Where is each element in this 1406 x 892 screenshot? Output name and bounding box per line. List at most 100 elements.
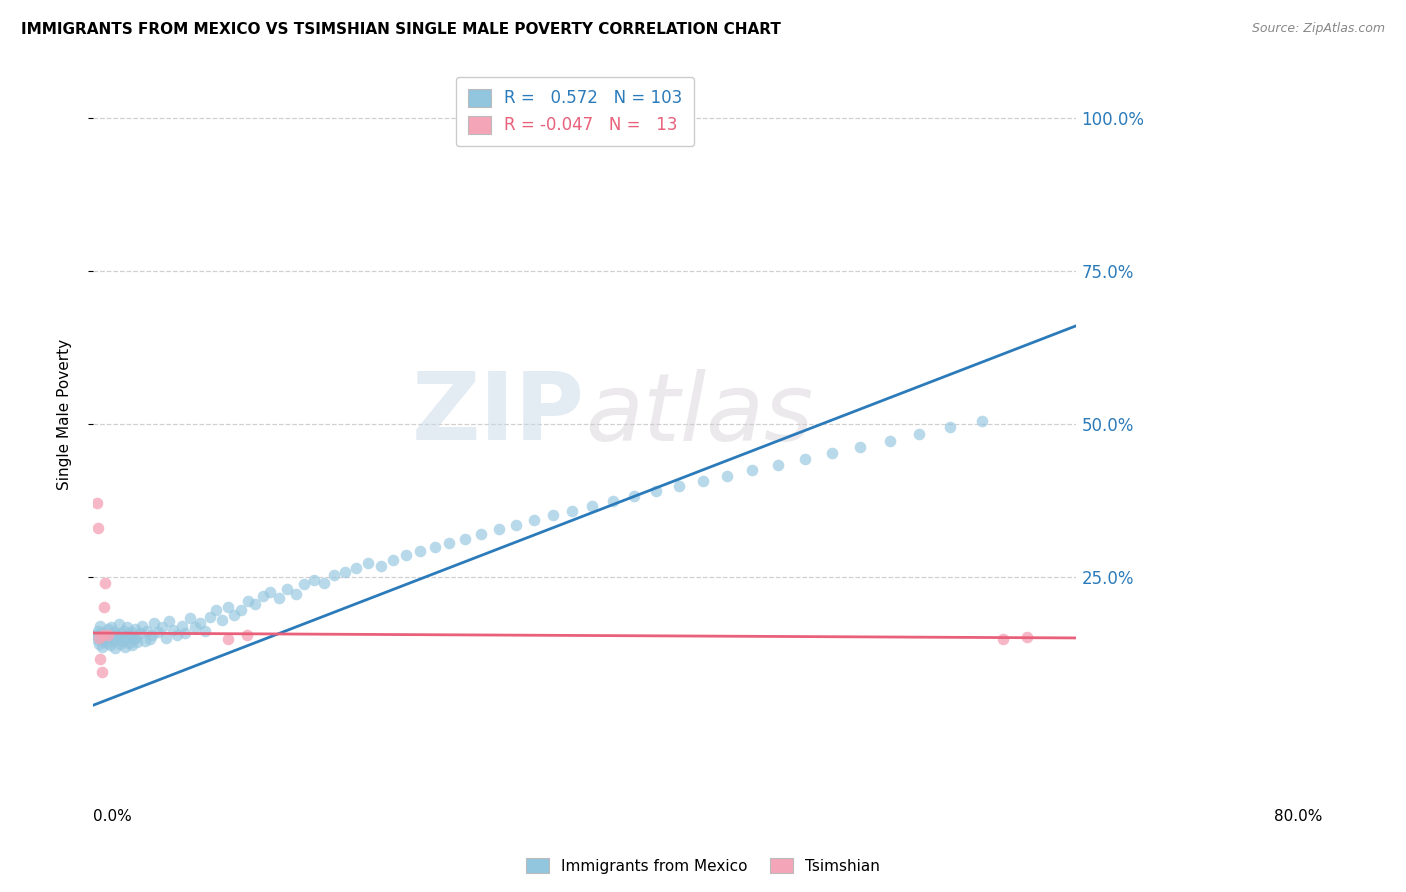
Point — [94, 575, 117, 590]
Point — [314, 575, 336, 590]
Point — [276, 582, 298, 596]
Point — [541, 508, 564, 523]
Point — [89, 631, 111, 645]
Point — [98, 638, 121, 652]
Point — [150, 620, 173, 634]
Point — [157, 614, 180, 628]
Point — [716, 468, 738, 483]
Legend: Immigrants from Mexico, Tsimshian: Immigrants from Mexico, Tsimshian — [520, 852, 886, 880]
Point — [252, 590, 274, 604]
Point — [741, 463, 763, 477]
Point — [235, 628, 257, 642]
Point — [188, 615, 211, 630]
Point — [439, 536, 461, 550]
Point — [423, 541, 446, 555]
Point — [94, 631, 117, 645]
Point — [561, 503, 583, 517]
Point — [87, 624, 110, 638]
Point — [323, 568, 346, 582]
Point — [96, 636, 118, 650]
Point — [194, 624, 217, 638]
Point — [217, 632, 239, 647]
Point — [124, 622, 146, 636]
Point — [98, 630, 121, 644]
Point — [86, 632, 108, 647]
Point — [100, 620, 122, 634]
Point — [84, 628, 107, 642]
Point — [117, 620, 139, 634]
Point — [114, 640, 136, 654]
Point — [93, 600, 115, 615]
Point — [217, 600, 239, 615]
Point — [821, 446, 844, 460]
Point — [97, 628, 120, 642]
Point — [111, 634, 134, 648]
Point — [179, 611, 201, 625]
Point — [93, 634, 115, 648]
Point — [131, 618, 153, 632]
Point — [89, 652, 111, 666]
Point — [136, 624, 159, 638]
Point — [112, 624, 135, 638]
Text: Source: ZipAtlas.com: Source: ZipAtlas.com — [1251, 22, 1385, 36]
Point — [155, 631, 177, 645]
Text: 0.0%: 0.0% — [93, 809, 132, 824]
Point — [970, 414, 993, 428]
Point — [89, 637, 111, 651]
Point — [523, 513, 546, 527]
Text: IMMIGRANTS FROM MEXICO VS TSIMSHIAN SINGLE MALE POVERTY CORRELATION CHART: IMMIGRANTS FROM MEXICO VS TSIMSHIAN SING… — [21, 22, 780, 37]
Point — [127, 635, 149, 649]
Point — [245, 597, 267, 611]
Point — [103, 624, 125, 639]
Point — [143, 615, 166, 630]
Point — [991, 632, 1014, 647]
Point — [115, 631, 138, 645]
Point — [236, 594, 259, 608]
Point — [87, 521, 110, 535]
Point — [122, 632, 145, 647]
Point — [86, 496, 108, 510]
Point — [118, 636, 141, 650]
Point — [793, 452, 815, 467]
Point — [602, 493, 624, 508]
Point — [121, 638, 143, 652]
Point — [105, 628, 128, 642]
Point — [110, 626, 132, 640]
Point — [108, 637, 131, 651]
Point — [118, 628, 141, 642]
Point — [284, 587, 307, 601]
Point — [488, 522, 510, 536]
Text: 80.0%: 80.0% — [1274, 809, 1322, 824]
Point — [174, 626, 197, 640]
Point — [224, 607, 246, 622]
Point — [381, 552, 404, 566]
Point — [108, 617, 131, 632]
Point — [395, 549, 418, 563]
Point — [294, 577, 316, 591]
Point — [766, 458, 789, 472]
Point — [91, 628, 114, 642]
Point — [166, 628, 188, 642]
Legend: R =   0.572   N = 103, R = -0.047   N =   13: R = 0.572 N = 103, R = -0.047 N = 13 — [456, 77, 695, 146]
Point — [91, 626, 114, 640]
Point — [184, 620, 207, 634]
Y-axis label: Single Male Poverty: Single Male Poverty — [58, 339, 72, 490]
Point — [304, 573, 326, 587]
Text: atlas: atlas — [585, 369, 813, 460]
Point — [146, 624, 169, 639]
Point — [107, 632, 129, 647]
Point — [211, 613, 233, 627]
Text: ZIP: ZIP — [412, 368, 585, 460]
Point — [692, 474, 714, 488]
Point — [908, 427, 931, 442]
Point — [205, 603, 228, 617]
Point — [454, 532, 477, 546]
Point — [668, 479, 690, 493]
Point — [89, 618, 111, 632]
Point — [97, 622, 120, 636]
Point — [370, 558, 392, 573]
Point — [357, 556, 380, 570]
Point — [170, 618, 193, 632]
Point — [879, 434, 901, 448]
Point — [101, 634, 124, 648]
